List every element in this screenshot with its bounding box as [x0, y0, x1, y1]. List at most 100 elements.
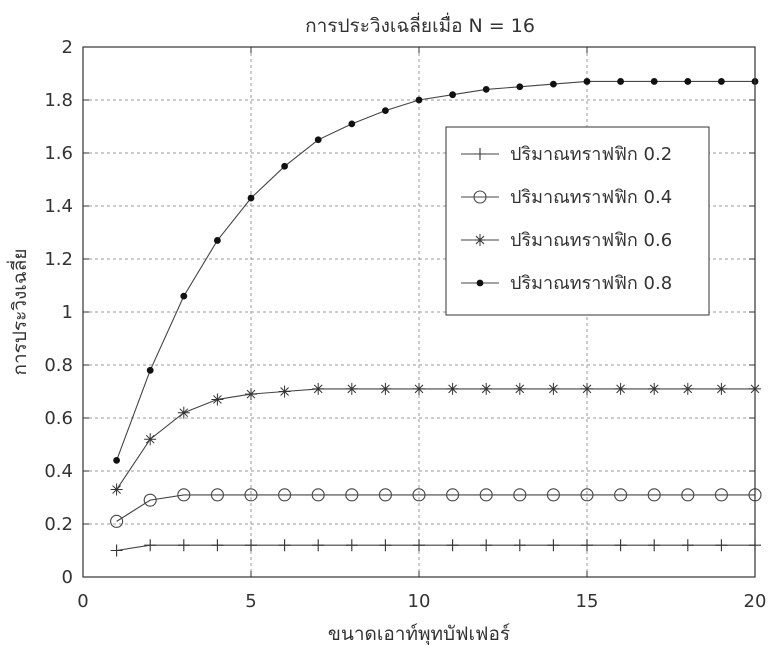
series-1-point [614, 539, 627, 552]
series-3-point [211, 393, 224, 406]
series-group [110, 78, 762, 557]
legend-label: ปริมาณทราฟฟิก 0.4 [510, 187, 672, 208]
legend-entry: ปริมาณทราฟฟิก 0.8 [461, 273, 672, 294]
series-1-point [144, 539, 157, 552]
axis-ticks: 00.20.40.60.811.21.41.61.820 5 10 15 20 [44, 37, 766, 612]
series-4-point [650, 78, 658, 85]
y-tick-label: 1.6 [44, 143, 73, 164]
series-1-point [581, 539, 593, 552]
series-line [116, 80, 755, 461]
legend-box [445, 126, 710, 316]
legend-entry: ปริมาณทราฟฟิก 0.6 [461, 230, 672, 251]
series-2-point [681, 488, 695, 502]
series-4-point [617, 78, 624, 85]
series-3-point [614, 382, 627, 395]
legend-label: ปริมาณทราฟฟิก 0.8 [510, 273, 672, 294]
y-tick-label: 1 [62, 302, 73, 323]
series-3-point [144, 433, 157, 446]
series-1-point [345, 539, 358, 552]
series-1-point [110, 544, 123, 557]
legend-entry: ปริมาณทราฟฟิก 0.4 [461, 187, 672, 208]
x-tick-label: 0 [77, 591, 88, 612]
series-2-point [513, 488, 527, 502]
series-1-point [379, 539, 392, 552]
series-2-point [647, 488, 661, 502]
series-4-point [482, 86, 490, 93]
series-1 [110, 539, 761, 557]
series-2-point [479, 488, 493, 502]
series-4-point [180, 292, 188, 300]
series-3-point [581, 382, 593, 395]
series-2-point [244, 488, 258, 502]
legend-swatch-marker [476, 279, 484, 287]
series-2-point [177, 488, 191, 502]
y-tick-label: 2 [62, 37, 73, 58]
series-4-point [214, 237, 221, 244]
legend-entry: ปริมาณทราฟฟิก 0.2 [461, 144, 672, 165]
series-2-point [278, 488, 292, 502]
series-2-point [143, 493, 157, 507]
legend-swatch-marker [474, 148, 486, 160]
y-axis-label: การประวิงเฉลี่ย [6, 248, 31, 375]
series-3-point [681, 382, 694, 395]
series-3-point [648, 382, 661, 395]
x-tick-label: 10 [408, 591, 431, 612]
series-4-point [449, 91, 456, 99]
series-4-point [415, 96, 423, 104]
series-4-point [516, 83, 524, 91]
x-tick-label: 20 [744, 591, 767, 612]
x-axis-label: ขนาดเอาท์พุทบัฟเฟอร์ [328, 623, 510, 645]
y-tick-label: 0.2 [44, 514, 73, 535]
series-4-point [382, 107, 389, 114]
series-1-point [513, 539, 526, 552]
series-2-point [546, 488, 560, 502]
series-1-point [245, 539, 257, 552]
series-3-point [110, 483, 123, 496]
series-3-point [446, 382, 459, 395]
series-1-point [446, 539, 459, 552]
legend-swatch-marker [474, 234, 486, 246]
series-4-point [684, 78, 692, 85]
series-3-point [345, 382, 358, 395]
series-1-point [211, 539, 224, 552]
series-1-point [547, 539, 560, 552]
series-4-point [113, 457, 120, 464]
legend: ปริมาณทราฟฟิก 0.2 ปริมาณทราฟฟิก 0.4 ปริมาณ… [445, 126, 710, 316]
series-4-point [247, 194, 255, 202]
series-2-point [378, 488, 392, 502]
series-2 [110, 488, 762, 528]
series-2-point [714, 488, 728, 502]
series-2-point [446, 488, 460, 502]
series-4-point [348, 120, 356, 128]
series-4-point [550, 80, 557, 88]
series-2-point [345, 488, 359, 502]
x-tick-label: 15 [576, 591, 599, 612]
series-4-point [718, 78, 725, 85]
y-tick-label: 0.6 [44, 408, 73, 429]
series-1-point [177, 539, 190, 552]
legend-swatch-marker [473, 190, 487, 204]
series-1-point [278, 539, 291, 552]
series-3-point [413, 382, 425, 395]
y-tick-label: 1.2 [44, 249, 73, 270]
chart-title: การประวิงเฉลี่ยเมื่อ N = 16 [305, 12, 535, 37]
x-tick-label: 5 [245, 591, 256, 612]
y-tick-label: 0.4 [44, 461, 73, 482]
y-tick-label: 1.4 [44, 196, 73, 217]
series-1-point [480, 539, 493, 552]
series-3-point [278, 385, 291, 398]
series-4-point [583, 78, 591, 85]
legend-label: ปริมาณทราฟฟิก 0.2 [510, 144, 672, 165]
series-1-point [681, 539, 694, 552]
series-2-point [614, 488, 628, 502]
series-1-point [413, 539, 425, 552]
series-3-point [312, 382, 325, 395]
series-3-point [715, 382, 728, 395]
series-2-point [210, 488, 224, 502]
series-4-point [281, 162, 288, 170]
series-2-point [110, 514, 124, 528]
series-3-point [513, 382, 526, 395]
